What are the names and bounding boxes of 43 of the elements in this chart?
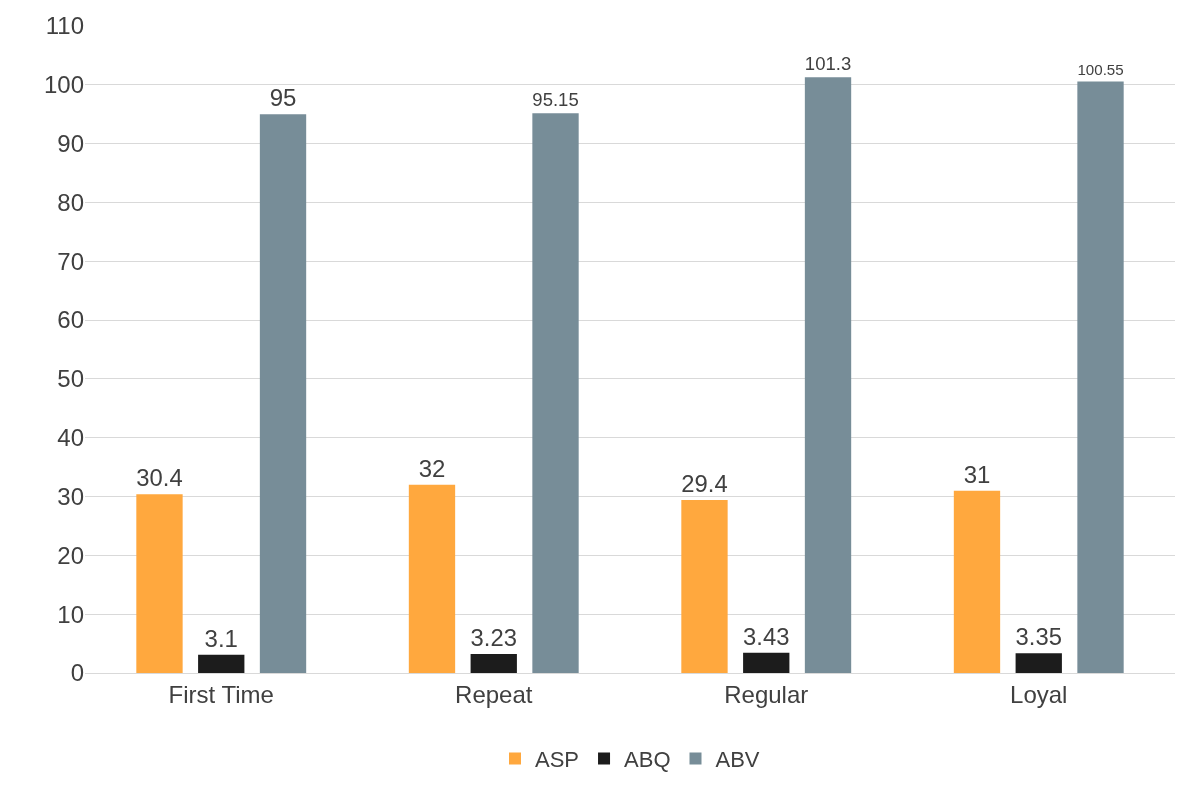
legend-label: ASP [535,747,580,773]
bar [259,114,307,673]
x-tick-label: Loyal [1010,680,1068,708]
bar [681,500,728,673]
x-tick-label: Regular [724,680,809,708]
data-label: 3.23 [470,624,517,652]
y-tick-label: 100 [43,71,84,99]
bar [1077,81,1124,673]
y-tick-label: 30 [57,482,84,510]
data-label: 3.43 [743,622,790,650]
bar [408,484,456,673]
bar [1015,653,1062,673]
bar [743,652,790,673]
legend-label: ABQ [624,747,671,773]
data-label: 32 [418,454,446,482]
legend-label: ABV [715,747,760,773]
y-tick-label: 10 [57,600,84,628]
bar [532,113,579,673]
data-label: 31 [963,460,991,488]
y-tick-label: 80 [57,188,84,216]
y-tick-label: 50 [57,365,84,393]
y-tick-label: 60 [57,306,84,334]
y-tick-label: 70 [57,247,84,275]
data-label: 30.4 [136,464,183,492]
y-tick-label: 0 [70,659,84,687]
bar [198,654,245,673]
bar [953,490,1001,673]
data-label: 95.15 [532,89,579,111]
data-label: 101.3 [804,53,852,75]
y-tick-label: 90 [57,130,84,158]
y-tick-label: 110 [45,12,84,40]
data-label: 3.35 [1015,623,1062,651]
data-label: 29.4 [681,470,728,498]
bar [470,654,517,673]
x-tick-label: Repeat [455,680,533,708]
y-tick-label: 20 [57,541,84,569]
data-label: 3.1 [204,624,238,652]
data-label: 100.55 [1077,61,1124,79]
x-tick-label: First Time [168,680,274,708]
data-label: 95 [269,84,297,112]
y-tick-label: 40 [57,424,84,452]
bar [136,494,183,673]
bar [804,77,852,673]
